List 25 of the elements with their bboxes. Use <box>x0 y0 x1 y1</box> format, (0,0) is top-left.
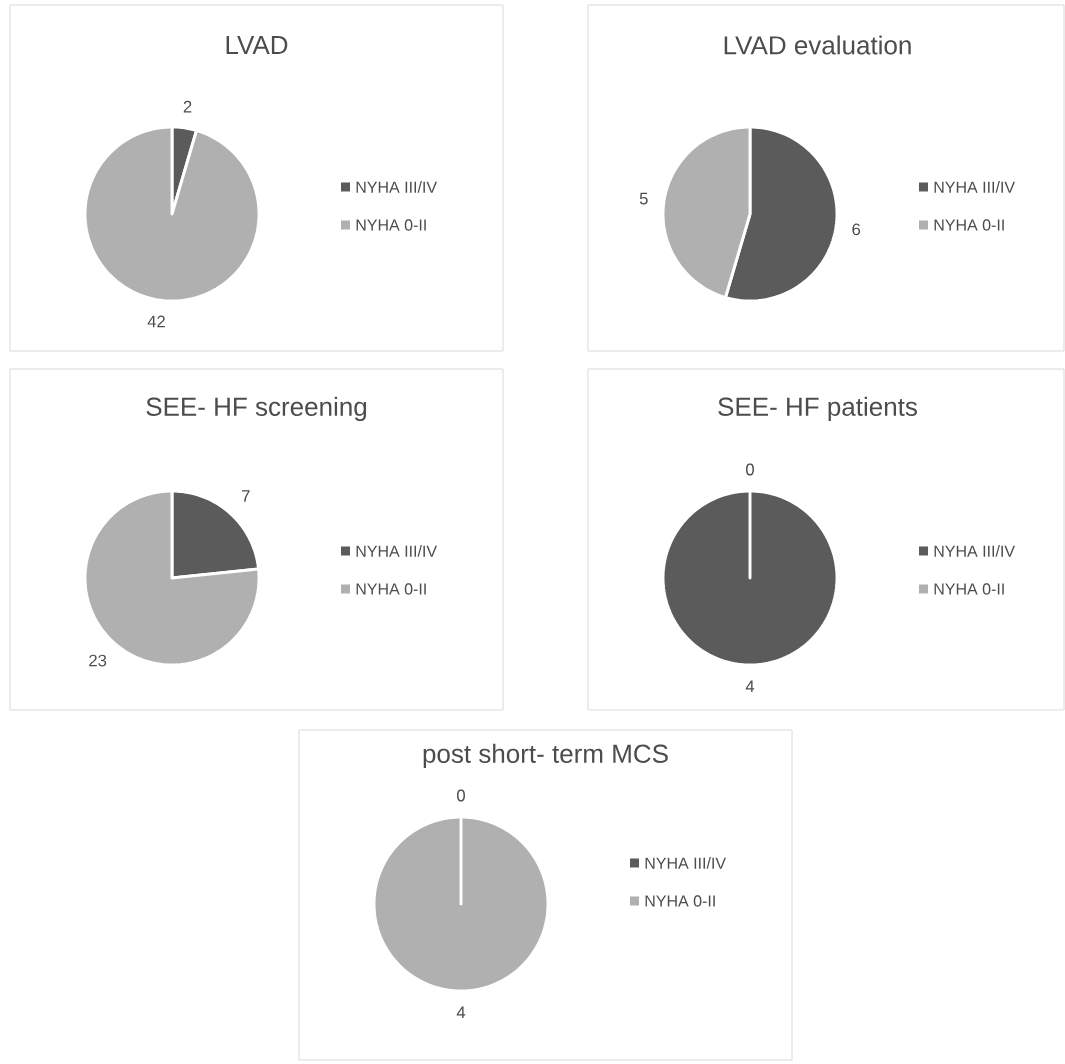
chart-title: LVAD evaluation <box>724 35 911 55</box>
chart-title: SEE- HF screening <box>146 396 367 422</box>
legend-label: NYHA 0-II <box>356 219 426 231</box>
legend-label: NYHA III/IV <box>934 545 1015 557</box>
legend-label: NYHA III/IV <box>934 181 1015 193</box>
data-label: 42 <box>147 315 165 328</box>
text: 0 <box>746 463 754 476</box>
chart-title: post short- term MCS <box>423 743 668 769</box>
data-label: 6 <box>852 223 861 236</box>
legend-label: NYHA III/IV <box>645 857 726 869</box>
legend-label: NYHA III/IV <box>356 181 437 193</box>
legend-label: NYHA III/IV <box>356 545 437 557</box>
legend-label: NYHA 0-II <box>934 219 1004 231</box>
data-label: 5 <box>639 192 648 205</box>
legend-label: NYHA 0-II <box>645 895 715 907</box>
data-label: 4 <box>456 1006 466 1019</box>
chart-title: SEE- HF patients <box>718 396 917 422</box>
text: 0 <box>457 789 465 802</box>
data-label: 23 <box>89 654 107 667</box>
data-label: 4 <box>745 680 755 693</box>
chart-title: LVAD <box>226 36 288 54</box>
legend-label: NYHA 0-II <box>356 583 426 595</box>
legend-label: NYHA 0-II <box>934 583 1004 595</box>
data-label: 2 <box>183 100 192 113</box>
data-label: 7 <box>242 490 250 502</box>
